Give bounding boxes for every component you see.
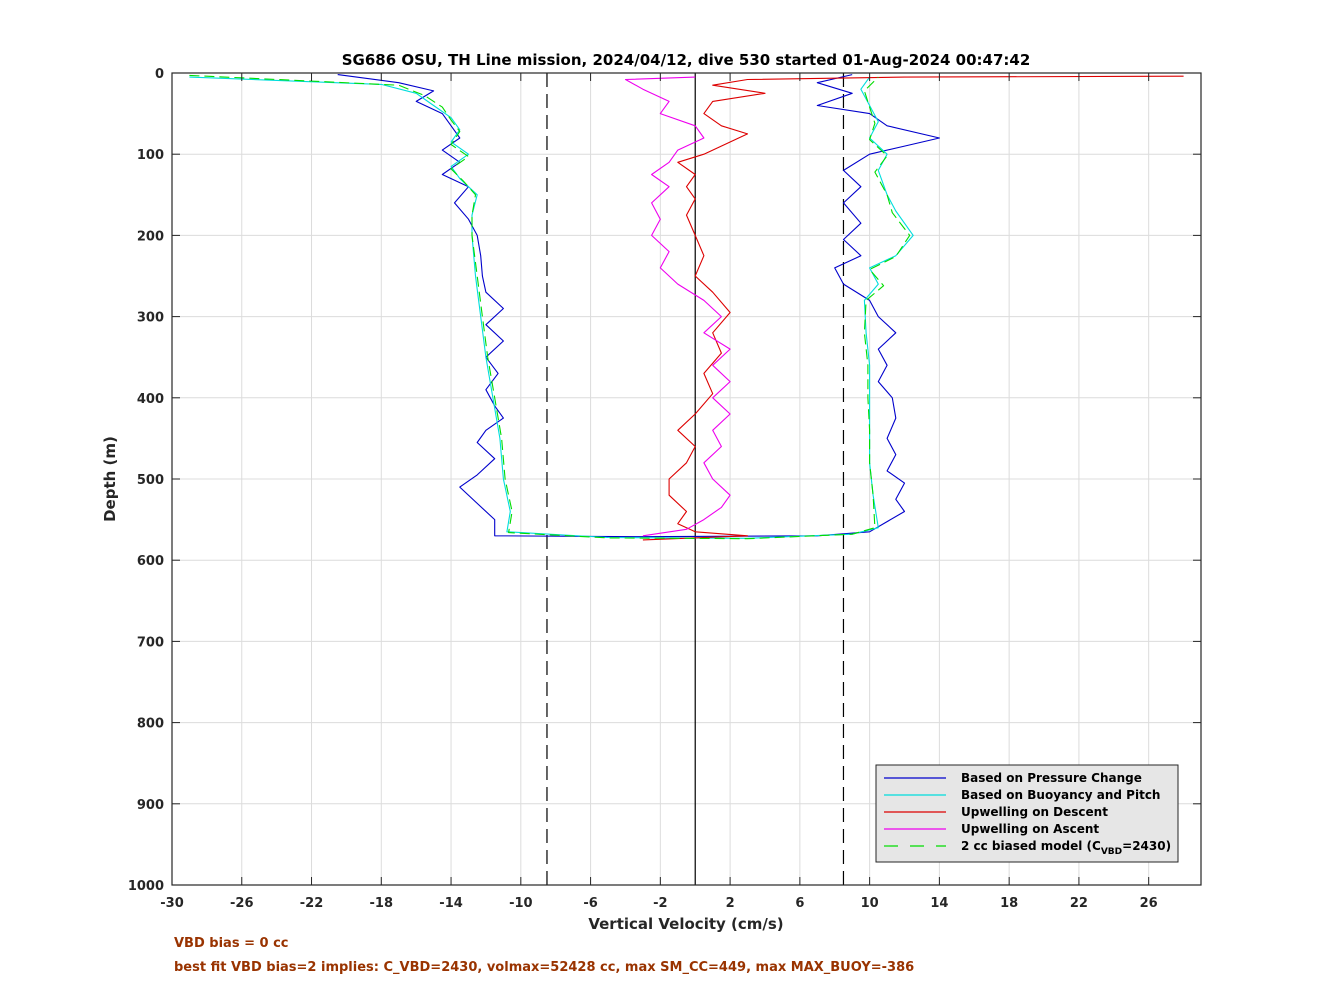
x-tick-label: 26 — [1140, 896, 1158, 911]
x-tick-label: 14 — [930, 896, 948, 911]
series-line-1 — [337, 74, 940, 538]
best-fit-note: best fit VBD bias=2 implies: C_VBD=2430,… — [174, 960, 914, 975]
y-axis-label: Depth (m) — [101, 436, 119, 522]
x-tick-label: -22 — [300, 896, 324, 911]
legend-box — [875, 764, 1179, 863]
y-tick-label: 300 — [137, 311, 164, 326]
x-tick-label: -10 — [509, 896, 533, 911]
series-line-5 — [189, 74, 911, 540]
legend: Based on Pressure Change Based on Buoyanc… — [875, 764, 1179, 863]
vbd-bias-note: VBD bias = 0 cc — [174, 936, 289, 951]
y-tick-label: 600 — [137, 554, 164, 569]
y-tick-label: 700 — [137, 635, 164, 650]
x-tick-label: -6 — [583, 896, 597, 911]
y-tick-label: 400 — [137, 392, 164, 407]
chart-title: SG686 OSU, TH Line mission, 2024/04/12, … — [342, 51, 1031, 69]
x-tick-label: 10 — [861, 896, 879, 911]
legend-label-1: Based on Pressure Change — [961, 771, 1142, 785]
legend-label-2: Based on Buoyancy and Pitch — [961, 788, 1160, 802]
plot-area: -30 -26 -22 -18 -14 -10 -6 -2 2 6 10 14 18 22 26010020… — [128, 67, 1202, 911]
y-tick-label: 1000 — [128, 879, 164, 894]
series-line-3 — [642, 75, 1184, 541]
x-tick-label: -30 — [160, 896, 184, 911]
series-line-4 — [624, 76, 731, 537]
x-tick-label: -18 — [370, 896, 394, 911]
x-tick-label: 18 — [1000, 896, 1018, 911]
x-tick-label: -26 — [230, 896, 254, 911]
y-tick-label: 800 — [137, 717, 164, 732]
legend-label-4: Upwelling on Ascent — [961, 822, 1099, 836]
x-tick-label: -2 — [653, 896, 667, 911]
y-tick-label: 100 — [137, 148, 164, 163]
x-tick-label: 2 — [726, 896, 735, 911]
y-tick-label: 500 — [137, 473, 164, 488]
y-tick-label: 200 — [137, 229, 164, 244]
legend-label-3: Upwelling on Descent — [961, 805, 1108, 819]
x-tick-label: -14 — [439, 896, 463, 911]
y-tick-label: 0 — [155, 67, 164, 82]
x-axis-label: Vertical Velocity (cm/s) — [588, 915, 783, 933]
x-tick-label: 22 — [1070, 896, 1088, 911]
y-tick-label: 900 — [137, 798, 164, 813]
x-tick-label: 6 — [795, 896, 804, 911]
